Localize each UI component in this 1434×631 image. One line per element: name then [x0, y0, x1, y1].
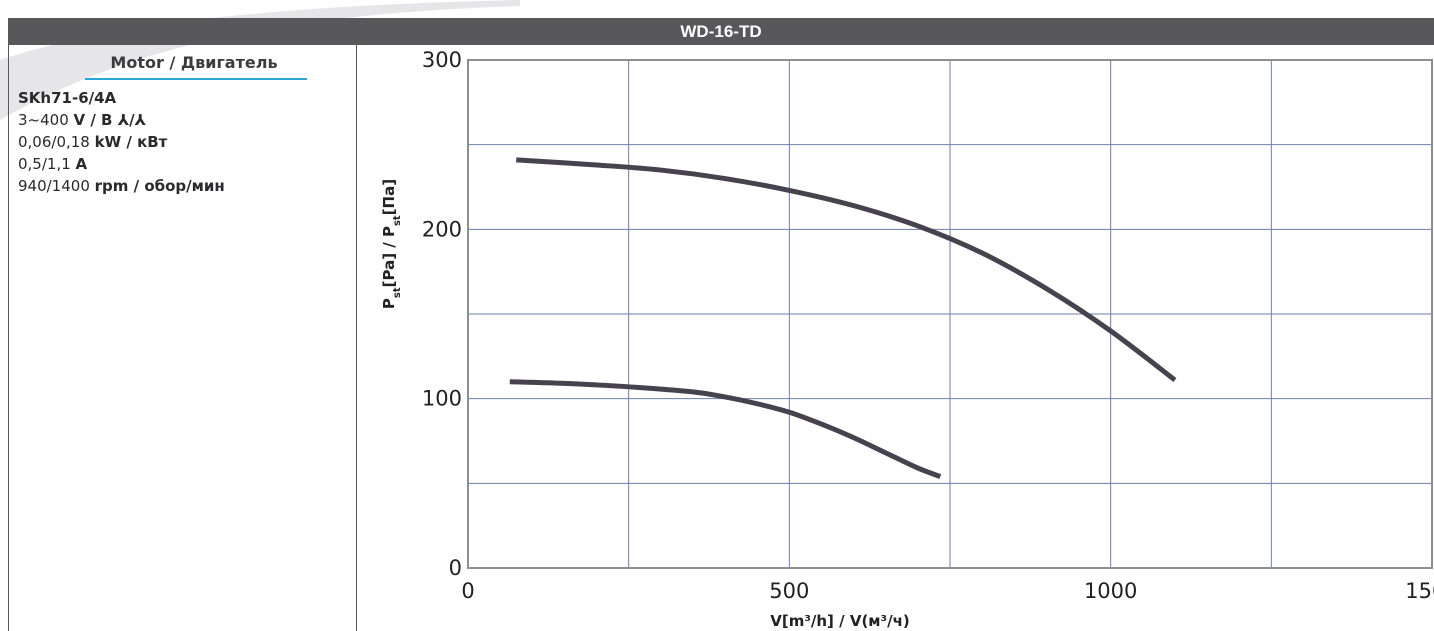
product-title: WD-16-TD — [680, 21, 762, 41]
performance-curve-1 — [516, 157, 1177, 383]
x-tick-label: 1500 — [1405, 579, 1434, 603]
product-title-bar: WD-16-TD — [8, 18, 1434, 45]
plot-frame — [467, 59, 1433, 569]
motor-spec-list: SKh71-6/4A 3~400 V / В ⅄/⅄ 0,06/0,18 kW … — [18, 87, 225, 197]
spec-voltage: 3~400 V / В ⅄/⅄ — [18, 111, 146, 129]
x-tick-label: 500 — [769, 579, 809, 603]
y-axis-title: Pst[Pa] / Pst[Па] — [380, 179, 403, 309]
y-tick-label: 300 — [422, 48, 462, 72]
performance-curve-2 — [509, 379, 942, 479]
y-tick-label: 200 — [422, 217, 462, 241]
chart-grid — [467, 59, 1433, 569]
y-tick-label: 0 — [449, 556, 462, 580]
motor-spec-panel: Motor / Двигатель SKh71-6/4A 3~400 V / В… — [8, 45, 357, 631]
motor-model: SKh71-6/4A — [18, 89, 117, 107]
spec-current: 0,5/1,1 A — [18, 155, 88, 173]
x-tick-label: 1000 — [1084, 579, 1137, 603]
chart-tick-labels: 0 500 1000 1500 0 100 200 300 — [422, 48, 1434, 603]
x-axis-title: V[m³/h] / V(м³/ч) — [770, 612, 910, 630]
spec-speed: 940/1400 rpm / обор/мин — [18, 177, 225, 195]
x-tick-label: 0 — [461, 579, 474, 603]
motor-section-title: Motor / Двигатель — [110, 53, 278, 72]
spec-power: 0,06/0,18 kW / кВт — [18, 133, 168, 151]
chart-curves — [509, 157, 1177, 479]
motor-title-underline — [85, 78, 307, 80]
y-tick-label: 100 — [422, 387, 462, 411]
fan-performance-chart: 0 500 1000 1500 0 100 200 300 V[m³/h] / V(м³/ч)… — [380, 48, 1434, 630]
